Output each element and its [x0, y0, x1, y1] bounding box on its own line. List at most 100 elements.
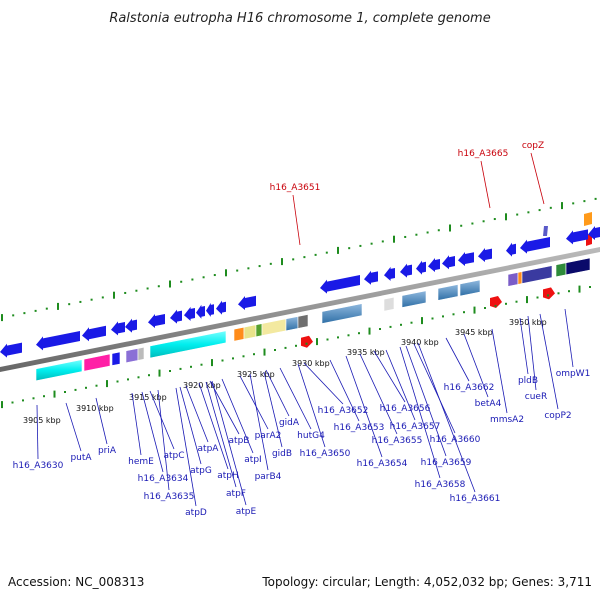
gene-label-copp2: copP2 [544, 411, 571, 421]
gene-label-atpe: atpE [236, 507, 257, 517]
outer-tick-dot [202, 276, 205, 279]
highlighted-gene-marker [543, 287, 555, 300]
gene-class-box [285, 316, 299, 332]
scale-label: 3945 kbp [455, 328, 493, 337]
outer-tick-dot [370, 242, 373, 245]
outer-tick-dot [314, 253, 317, 256]
gene-class-box [521, 265, 553, 284]
outer-tick-dot [460, 224, 463, 227]
reverse-gene-arrow [566, 229, 588, 245]
gene-label-atpb: atpB [229, 436, 250, 446]
accession-text: Accession: NC_008313 [8, 575, 144, 589]
gene-leader-line [95, 397, 108, 445]
inner-tick-dot [400, 323, 402, 326]
gene-class-box [83, 353, 111, 372]
gene-label-cuer: cueR [525, 392, 547, 402]
gene-label-beta4: betA4 [475, 399, 502, 409]
scale-label: 3915 kbp [129, 393, 167, 402]
outer-tick-dot [493, 218, 496, 221]
reverse-gene-arrow [384, 266, 395, 281]
gene-leader-line [36, 404, 39, 460]
gene-label-h16-a3650: h16_A3650 [300, 449, 351, 459]
gene-class-box [507, 272, 519, 287]
gene-label-atpc: atpC [163, 451, 184, 461]
inner-tick-dot [116, 380, 119, 383]
outer-tick-dot [180, 280, 183, 283]
outer-tick-dot [124, 291, 127, 294]
inner-tick-dot [326, 338, 329, 341]
gene-leader-line [303, 362, 344, 405]
gene-label-puta: putA [70, 453, 92, 463]
inner-tick-dot [242, 355, 245, 358]
outer-tick-dot [426, 231, 429, 234]
gene-label-para2: parA2 [255, 431, 282, 441]
gene-label-atpa: atpA [198, 444, 220, 454]
gene-label-atpg: atpG [190, 466, 212, 476]
highlighted-gene-marker [301, 335, 313, 348]
gene-label-h16-a3658: h16_A3658 [415, 480, 466, 490]
gene-leader-line [463, 333, 489, 398]
gene-label-heme: hemE [128, 457, 154, 467]
inner-tick-dot [32, 397, 35, 400]
reverse-gene-arrow [588, 226, 600, 240]
gene-leader-line [279, 367, 312, 430]
gene-leader-line [179, 386, 202, 465]
inner-tick-dot [505, 302, 507, 305]
gene-label-atpd: atpD [185, 508, 207, 518]
inner-tick-dot [536, 296, 539, 299]
outer-tick-dot [236, 269, 239, 272]
genome-summary-text: Topology: circular; Length: 4,052,032 bp… [261, 575, 592, 589]
gene-label-ompw1: ompW1 [556, 369, 591, 379]
scale-label: 3950 kbp [509, 318, 547, 327]
gene-class-box [321, 303, 363, 324]
outer-tick-dot [303, 256, 306, 259]
scale-label: 3940 kbp [401, 338, 439, 347]
gene-label-atpf: atpF [226, 489, 246, 499]
gene-class-box [555, 262, 567, 278]
gene-label-h16-a3661: h16_A3661 [450, 494, 501, 504]
inner-tick-dot [221, 359, 224, 362]
gene-label-h16-a3630: h16_A3630 [13, 461, 64, 471]
outer-tick-dot [594, 197, 597, 200]
outer-tick-dot [348, 247, 351, 250]
inner-tick-dot [190, 365, 192, 368]
reverse-gene-arrow [125, 318, 137, 333]
inner-tick-dot [95, 384, 98, 387]
highlight-leader-line [480, 160, 491, 209]
inner-tick-dot [442, 315, 444, 318]
reverse-gene-arrow [148, 314, 165, 328]
inner-tick-dot [389, 325, 392, 328]
inner-tick-dot [43, 395, 45, 398]
reverse-gene-arrow [458, 252, 474, 266]
gene-class-box [233, 326, 245, 342]
outer-tick-dot [325, 251, 328, 254]
gene-class-box [437, 284, 459, 301]
highlighted-gene-marker [490, 296, 502, 308]
outer-tick-dot [68, 303, 71, 306]
outer-tick-dot [45, 307, 48, 310]
inner-tick-dot [568, 290, 570, 293]
inner-tick-dot [274, 349, 276, 351]
inner-tick-dot [410, 321, 413, 324]
reverse-gene-arrow [184, 306, 195, 321]
reverse-gene-arrow [82, 325, 106, 342]
gene-leader-line [141, 391, 164, 473]
gene-class-box [459, 279, 481, 297]
gene-leader-line [65, 402, 82, 452]
inner-tick-dot [431, 317, 434, 320]
inner-tick-dot [284, 346, 287, 349]
gene-leader-line [491, 328, 508, 414]
outer-tick-dot [146, 287, 149, 290]
gene-label-atph: atpH [217, 471, 239, 481]
gene-label-h16-a3662: h16_A3662 [444, 383, 495, 393]
gene-label-h16-a3634: h16_A3634 [138, 474, 189, 484]
outer-tick-dot [292, 258, 295, 261]
inner-tick-dot [22, 399, 24, 402]
outer-tick-dot [34, 309, 37, 312]
inner-tick-dot [557, 292, 560, 295]
gene-class-box [297, 314, 309, 329]
gene-class-box [383, 296, 395, 312]
inner-tick-dot [515, 300, 518, 303]
gene-leader-line [205, 381, 237, 488]
